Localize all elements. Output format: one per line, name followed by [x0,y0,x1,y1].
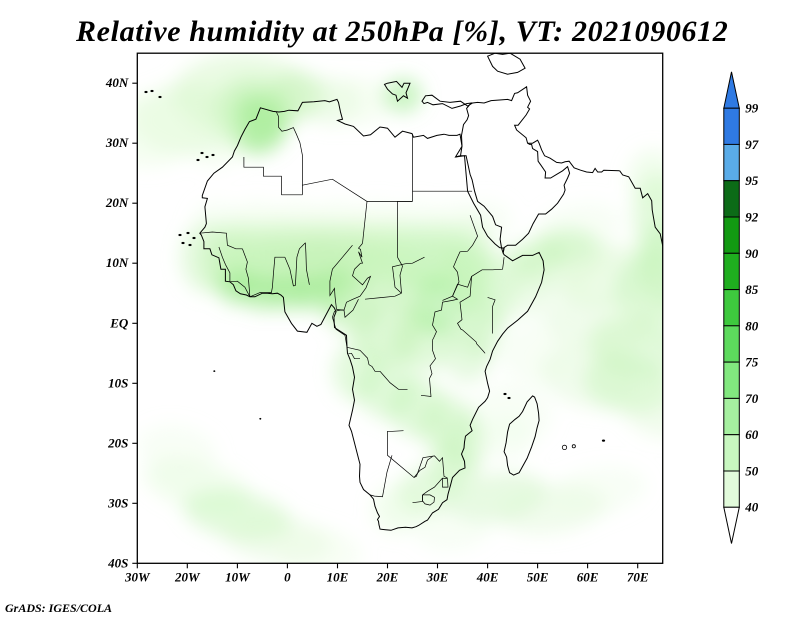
svg-text:10W: 10W [225,569,251,584]
svg-text:40S: 40S [107,555,128,570]
svg-text:40N: 40N [105,75,129,90]
svg-text:10E: 10E [327,569,349,584]
svg-text:60: 60 [745,427,759,442]
svg-text:75: 75 [745,355,759,370]
svg-text:20S: 20S [107,435,128,450]
svg-text:92: 92 [745,210,759,225]
svg-text:50E: 50E [527,569,549,584]
svg-text:40: 40 [744,500,759,515]
svg-text:10N: 10N [106,255,129,270]
svg-text:60E: 60E [577,569,599,584]
svg-text:30N: 30N [105,135,129,150]
svg-text:80: 80 [745,318,759,333]
svg-text:0: 0 [284,569,291,584]
svg-text:70E: 70E [627,569,649,584]
svg-text:90: 90 [745,246,759,261]
svg-text:30W: 30W [124,569,151,584]
svg-text:20N: 20N [105,195,129,210]
svg-text:30E: 30E [426,569,449,584]
svg-text:97: 97 [745,137,759,152]
svg-text:20E: 20E [376,569,399,584]
svg-text:20W: 20W [174,569,201,584]
svg-text:40E: 40E [476,569,499,584]
svg-text:70: 70 [745,391,759,406]
svg-text:EQ: EQ [109,315,129,330]
svg-text:50: 50 [745,464,759,479]
svg-text:30S: 30S [107,495,128,510]
svg-text:95: 95 [745,173,759,188]
svg-text:99: 99 [745,101,759,116]
svg-text:10S: 10S [108,375,128,390]
svg-text:85: 85 [745,282,759,297]
